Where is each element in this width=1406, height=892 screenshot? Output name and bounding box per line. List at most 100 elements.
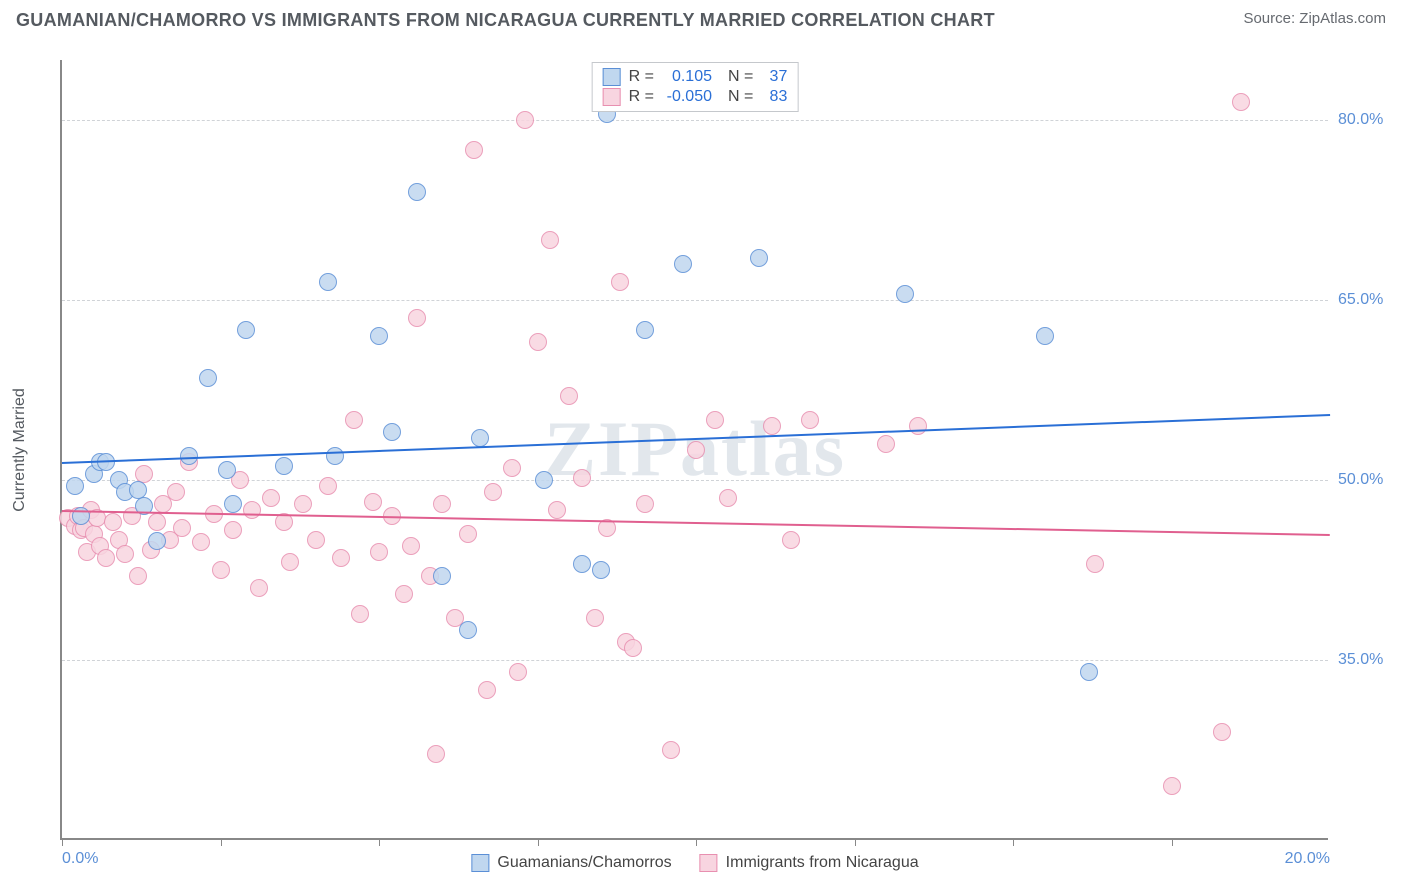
stats-r-label: R =	[629, 68, 654, 86]
source-attribution: Source: ZipAtlas.com	[1243, 10, 1386, 27]
y-tick-label: 65.0%	[1338, 291, 1398, 309]
data-point	[307, 531, 325, 549]
data-point	[560, 387, 578, 405]
data-point	[370, 543, 388, 561]
data-point	[896, 285, 914, 303]
data-point	[484, 483, 502, 501]
data-point	[516, 111, 534, 129]
legend-swatch	[603, 88, 621, 106]
data-point	[801, 411, 819, 429]
data-point	[326, 447, 344, 465]
data-point	[370, 327, 388, 345]
data-point	[541, 231, 559, 249]
data-point	[548, 501, 566, 519]
x-tick-label: 0.0%	[62, 850, 98, 868]
x-tick	[696, 838, 697, 846]
x-tick-label: 20.0%	[1285, 850, 1330, 868]
data-point	[427, 745, 445, 763]
data-point	[573, 555, 591, 573]
data-point	[471, 429, 489, 447]
data-point	[529, 333, 547, 351]
data-point	[383, 423, 401, 441]
data-point	[586, 609, 604, 627]
data-point	[262, 489, 280, 507]
data-point	[218, 461, 236, 479]
data-point	[351, 605, 369, 623]
data-point	[294, 495, 312, 513]
gridline	[62, 120, 1328, 121]
plot-area: ZIPatlas 35.0%50.0%65.0%80.0%0.0%20.0%R …	[60, 60, 1328, 840]
y-tick-label: 35.0%	[1338, 651, 1398, 669]
data-point	[877, 435, 895, 453]
legend-label: Immigrants from Nicaragua	[726, 854, 919, 872]
data-point	[763, 417, 781, 435]
stats-row: R = -0.050 N = 83	[603, 87, 788, 107]
data-point	[281, 553, 299, 571]
x-tick	[379, 838, 380, 846]
data-point	[319, 477, 337, 495]
data-point	[782, 531, 800, 549]
data-point	[243, 501, 261, 519]
data-point	[224, 521, 242, 539]
x-tick	[1172, 838, 1173, 846]
data-point	[1163, 777, 1181, 795]
data-point	[408, 183, 426, 201]
data-point	[408, 309, 426, 327]
x-tick	[221, 838, 222, 846]
data-point	[624, 639, 642, 657]
stats-r-value: -0.050	[662, 88, 712, 106]
data-point	[97, 549, 115, 567]
data-point	[199, 369, 217, 387]
legend-item: Immigrants from Nicaragua	[700, 854, 919, 872]
data-point	[66, 477, 84, 495]
data-point	[636, 495, 654, 513]
legend-swatch	[700, 854, 718, 872]
data-point	[459, 525, 477, 543]
chart-title: GUAMANIAN/CHAMORRO VS IMMIGRANTS FROM NI…	[16, 10, 995, 31]
data-point	[662, 741, 680, 759]
legend-label: Guamanians/Chamorros	[497, 854, 671, 872]
x-tick	[855, 838, 856, 846]
data-point	[129, 481, 147, 499]
data-point	[433, 495, 451, 513]
stats-r-value: 0.105	[662, 68, 712, 86]
data-point	[364, 493, 382, 511]
stats-n-value: 83	[761, 88, 787, 106]
chart-container: Currently Married ZIPatlas 35.0%50.0%65.…	[48, 60, 1328, 840]
gridline	[62, 660, 1328, 661]
stats-box: R =0.105N =37R =-0.050N =83	[592, 62, 799, 112]
data-point	[719, 489, 737, 507]
y-tick-label: 50.0%	[1338, 471, 1398, 489]
gridline	[62, 300, 1328, 301]
data-point	[345, 411, 363, 429]
data-point	[611, 273, 629, 291]
data-point	[395, 585, 413, 603]
stats-n-label: N =	[728, 88, 753, 106]
data-point	[1232, 93, 1250, 111]
data-point	[1080, 663, 1098, 681]
y-axis-title: Currently Married	[11, 388, 29, 512]
data-point	[173, 519, 191, 537]
data-point	[433, 567, 451, 585]
data-point	[212, 561, 230, 579]
data-point	[275, 457, 293, 475]
data-point	[459, 621, 477, 639]
stats-r-label: R =	[629, 88, 654, 106]
data-point	[1036, 327, 1054, 345]
data-point	[1213, 723, 1231, 741]
data-point	[750, 249, 768, 267]
data-point	[509, 663, 527, 681]
data-point	[687, 441, 705, 459]
data-point	[237, 321, 255, 339]
legend-swatch	[603, 68, 621, 86]
data-point	[465, 141, 483, 159]
data-point	[104, 513, 122, 531]
data-point	[535, 471, 553, 489]
bottom-legend: Guamanians/Chamorros Immigrants from Nica…	[471, 854, 918, 872]
stats-row: R =0.105N =37	[603, 67, 788, 87]
data-point	[503, 459, 521, 477]
data-point	[478, 681, 496, 699]
trend-line	[62, 510, 1330, 536]
x-tick	[62, 838, 63, 846]
legend-swatch	[471, 854, 489, 872]
